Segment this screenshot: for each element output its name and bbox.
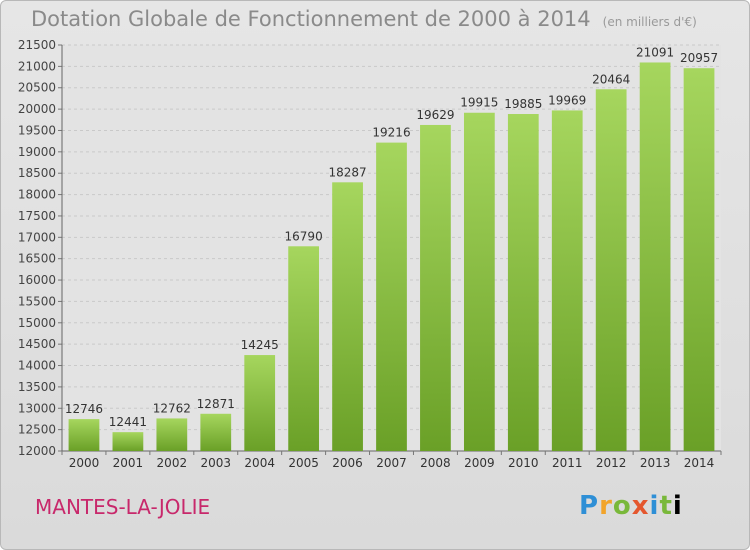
x-tick-label: 2005 bbox=[288, 456, 319, 470]
y-tick-label: 12500 bbox=[18, 423, 56, 437]
y-tick-label: 20000 bbox=[18, 102, 56, 116]
data-label: 19915 bbox=[460, 96, 498, 110]
x-tick-label: 2012 bbox=[596, 456, 627, 470]
bar bbox=[332, 182, 363, 451]
place-name: MANTES-LA-JOLIE bbox=[35, 495, 211, 519]
y-tick-label: 15000 bbox=[18, 316, 56, 330]
bar bbox=[376, 142, 407, 451]
y-tick-label: 15500 bbox=[18, 294, 56, 308]
proxiti-logo[interactable]: Proxiti bbox=[579, 491, 683, 521]
data-label: 21091 bbox=[636, 45, 674, 59]
y-tick-label: 21000 bbox=[18, 59, 56, 73]
x-tick-label: 2014 bbox=[684, 456, 715, 470]
x-tick-label: 2001 bbox=[113, 456, 144, 470]
bar bbox=[683, 68, 715, 451]
bar bbox=[200, 413, 232, 451]
x-tick-label: 2013 bbox=[640, 456, 671, 470]
y-tick-label: 13000 bbox=[18, 401, 56, 415]
y-tick-label: 18500 bbox=[18, 166, 56, 180]
x-tick-label: 2008 bbox=[420, 456, 451, 470]
data-label: 12762 bbox=[153, 401, 191, 415]
x-tick-label: 2009 bbox=[464, 456, 495, 470]
bar bbox=[507, 114, 539, 452]
y-tick-label: 20500 bbox=[18, 81, 56, 95]
y-tick-label: 13500 bbox=[18, 380, 56, 394]
data-label: 19969 bbox=[548, 93, 586, 107]
y-tick-label: 18000 bbox=[18, 188, 56, 202]
data-label: 20957 bbox=[680, 51, 718, 65]
bar bbox=[156, 418, 188, 451]
data-label: 18287 bbox=[328, 165, 366, 179]
bar bbox=[68, 419, 100, 451]
y-tick-label: 16500 bbox=[18, 252, 56, 266]
bar bbox=[639, 62, 671, 451]
x-tick-label: 2000 bbox=[69, 456, 100, 470]
bar bbox=[244, 355, 276, 451]
data-label: 20464 bbox=[592, 72, 630, 86]
bar bbox=[288, 246, 320, 451]
x-tick-label: 2002 bbox=[157, 456, 188, 470]
data-label: 16790 bbox=[285, 229, 323, 243]
bar bbox=[112, 432, 144, 451]
chart-title-text: Dotation Globale de Fonctionnement de 20… bbox=[31, 7, 591, 31]
x-tick-label: 2011 bbox=[552, 456, 583, 470]
x-tick-label: 2006 bbox=[332, 456, 363, 470]
bar bbox=[551, 110, 583, 451]
y-tick-label: 17000 bbox=[18, 230, 56, 244]
data-label: 12441 bbox=[109, 415, 147, 429]
data-label: 12746 bbox=[65, 402, 103, 416]
x-tick-label: 2003 bbox=[200, 456, 231, 470]
data-label: 19629 bbox=[416, 108, 454, 122]
x-tick-label: 2004 bbox=[244, 456, 275, 470]
y-tick-label: 19500 bbox=[18, 123, 56, 137]
y-tick-label: 14000 bbox=[18, 359, 56, 373]
bar-layer bbox=[68, 62, 715, 452]
y-tick-label: 14500 bbox=[18, 337, 56, 351]
chart-title: Dotation Globale de Fonctionnement de 20… bbox=[31, 7, 697, 31]
y-tick-label: 16000 bbox=[18, 273, 56, 287]
label-layer: 12000 12500 13000 13500 14000 14500 15000 15500… bbox=[18, 38, 718, 470]
data-label: 12871 bbox=[197, 397, 235, 411]
bar bbox=[595, 89, 627, 452]
data-label: 19216 bbox=[372, 126, 410, 140]
y-tick-label: 19000 bbox=[18, 145, 56, 159]
data-label: 14245 bbox=[241, 338, 279, 352]
y-tick-label: 17500 bbox=[18, 209, 56, 223]
chart-subtitle: (en milliers d'€) bbox=[602, 15, 697, 29]
x-tick-label: 2007 bbox=[376, 456, 407, 470]
y-tick-label: 21500 bbox=[18, 38, 56, 52]
x-tick-label: 2010 bbox=[508, 456, 539, 470]
data-label: 19885 bbox=[504, 97, 542, 111]
y-tick-label: 12000 bbox=[18, 444, 56, 458]
bar bbox=[463, 112, 495, 452]
bar bbox=[420, 124, 451, 451]
